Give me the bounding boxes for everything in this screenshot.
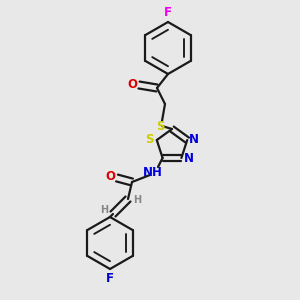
Text: F: F <box>106 272 114 284</box>
Text: F: F <box>164 7 172 20</box>
Text: S: S <box>146 133 154 146</box>
Text: NH: NH <box>143 166 163 178</box>
Text: N: N <box>183 152 194 165</box>
Text: O: O <box>105 170 115 184</box>
Text: N: N <box>189 133 199 146</box>
Text: S: S <box>156 119 164 133</box>
Text: H: H <box>133 195 141 205</box>
Text: H: H <box>100 205 108 215</box>
Text: O: O <box>127 79 137 92</box>
